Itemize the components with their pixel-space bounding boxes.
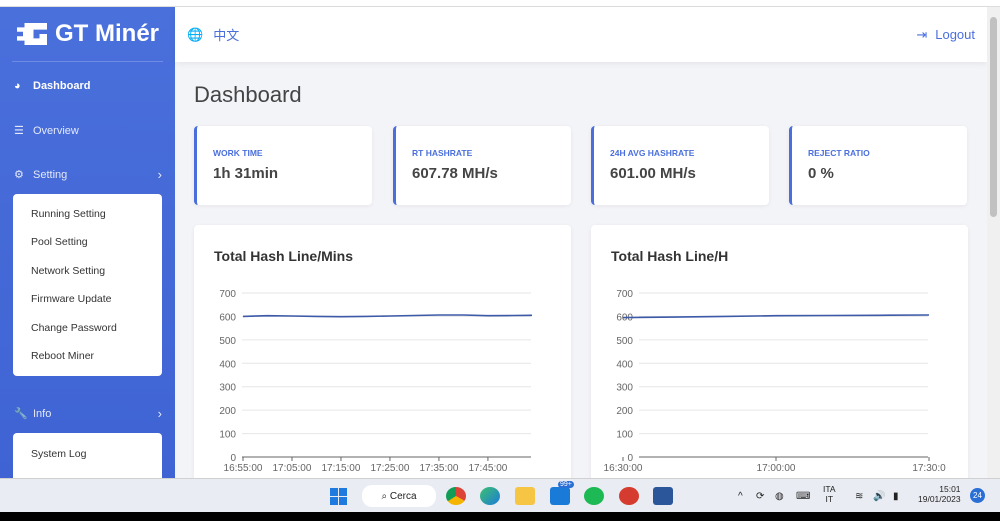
info-submenu: System Log xyxy=(13,433,162,478)
y-tick-label: 0 xyxy=(230,453,236,464)
clock[interactable]: 15:01 19/01/2023 xyxy=(918,484,961,504)
stat-card-reject-ratio: REJECT RATIO 0 % xyxy=(789,126,967,205)
globe-icon: 🌐 xyxy=(187,26,204,42)
sidebar-item-overview[interactable]: ☰ Overview xyxy=(14,124,79,138)
stat-card-work-time: WORK TIME 1h 31min xyxy=(194,126,372,205)
setting-submenu: Running Setting Pool Setting Network Set… xyxy=(13,194,162,376)
edge-icon[interactable] xyxy=(480,486,500,506)
vpn-icon[interactable]: ◍ xyxy=(775,490,784,502)
y-tick-label: 600 xyxy=(219,312,236,323)
chevron-up-icon[interactable]: ^ xyxy=(738,490,743,502)
logout-icon: ⇥ xyxy=(916,26,928,42)
menu-change-password[interactable]: Change Password xyxy=(31,321,117,334)
gear-icon: ⚙ xyxy=(14,169,24,181)
battery-icon[interactable]: ▮ xyxy=(893,490,899,502)
wrench-icon: 🔧 xyxy=(14,408,28,420)
chart-card-mins: 0 100 200 300 400 500 600 700 16:55:00 17:05:00 17… xyxy=(194,225,571,485)
y-tick-label: 700 xyxy=(616,289,633,300)
x-tick-label: 17:35:00 xyxy=(419,463,458,474)
word-icon[interactable] xyxy=(653,486,673,506)
y-tick-label: 400 xyxy=(616,359,633,370)
top-header: 🌐 中文 ⇥ Logout xyxy=(175,7,987,62)
y-tick-label: 300 xyxy=(219,383,236,394)
start-icon[interactable] xyxy=(330,486,347,506)
sidebar-item-dashboard[interactable]: ◕ Dashboard xyxy=(14,80,91,92)
brand-logo[interactable]: GT Minér xyxy=(12,7,163,62)
y-tick-label: 500 xyxy=(219,336,236,347)
y-tick-label: 200 xyxy=(616,406,633,417)
logout-button[interactable]: ⇥ Logout xyxy=(916,26,975,43)
browser-edge xyxy=(0,0,1000,7)
x-tick-label: 17:25:00 xyxy=(370,463,409,474)
file-explorer-icon[interactable] xyxy=(515,486,535,506)
y-tick-label: 0 xyxy=(627,453,633,464)
search-icon: ⌕ xyxy=(381,490,390,502)
y-tick-label: 100 xyxy=(616,430,633,441)
list-icon: ☰ xyxy=(14,125,24,137)
menu-firmware-update[interactable]: Firmware Update xyxy=(31,293,112,306)
mail-icon[interactable]: 99+ xyxy=(550,481,574,506)
sidebar-item-setting[interactable]: ⚙ Setting › xyxy=(14,167,162,182)
y-tick-label: 300 xyxy=(616,383,633,394)
stat-card-avg-hashrate: 24H AVG HASHRATE 601.00 MH/s xyxy=(591,126,769,205)
chart-title: Total Hash Line/Mins xyxy=(214,248,353,264)
x-tick-label: 17:30:0 xyxy=(912,463,946,474)
scrollbar-thumb[interactable] xyxy=(990,17,997,217)
chart-hash-mins: 0 100 200 300 400 500 600 700 16:55:00 17:05:00 17… xyxy=(219,289,533,474)
menu-pool-setting[interactable]: Pool Setting xyxy=(31,236,88,249)
chart-card-hour: 0 100 200 300 400 500 600 700 16:30:00 17:00:00 17… xyxy=(591,225,968,485)
x-tick-label: 17:00:00 xyxy=(757,463,796,474)
series-line xyxy=(622,314,930,319)
logo-icon xyxy=(17,23,47,45)
sync-icon[interactable]: ⟳ xyxy=(756,490,765,502)
ccleaner-icon[interactable] xyxy=(619,486,639,506)
menu-running-setting[interactable]: Running Setting xyxy=(31,208,106,220)
y-tick-label: 500 xyxy=(616,336,633,347)
gauge-icon: ◕ xyxy=(14,80,21,92)
y-tick-label: 700 xyxy=(219,289,236,300)
volume-icon[interactable]: 🔊 xyxy=(873,490,886,502)
language-indicator[interactable]: ITA IT xyxy=(823,484,836,504)
chart-title: Total Hash Line/H xyxy=(611,248,729,264)
notification-badge[interactable]: 24 xyxy=(970,488,985,503)
menu-reboot-miner[interactable]: Reboot Miner xyxy=(31,349,95,362)
x-tick-label: 17:45:00 xyxy=(468,463,507,474)
y-tick-label: 100 xyxy=(219,430,236,441)
wifi-icon[interactable]: ≋ xyxy=(855,490,864,502)
page-title: Dashboard xyxy=(194,82,302,107)
spotify-icon[interactable] xyxy=(584,486,604,506)
keyboard-icon[interactable]: ⌨ xyxy=(796,490,811,502)
x-tick-label: 17:05:00 xyxy=(273,463,312,474)
x-tick-label: 16:55:00 xyxy=(224,463,263,474)
page-scrollbar[interactable] xyxy=(987,7,1000,478)
sidebar-item-info[interactable]: 🔧 Info › xyxy=(14,406,162,421)
x-tick-label: 17:15:00 xyxy=(321,463,360,474)
windows-taskbar: ⌕ Cerca 99+ ^ ⟳ ◍ ⌨ ITA IT ≋ 🔊 ▮ 15:01 19/… xyxy=(0,478,1000,512)
y-tick-label: 400 xyxy=(219,359,236,370)
series-line xyxy=(242,314,533,318)
menu-network-setting[interactable]: Network Setting xyxy=(31,264,106,277)
chevron-right-icon: › xyxy=(157,406,162,421)
y-tick-label: 200 xyxy=(219,406,236,417)
x-tick-label: 16:30:00 xyxy=(604,463,643,474)
chrome-icon[interactable] xyxy=(446,486,466,506)
taskbar-search[interactable]: ⌕ Cerca xyxy=(362,485,436,507)
language-switch[interactable]: 🌐 中文 xyxy=(187,26,240,44)
chevron-right-icon: › xyxy=(157,167,162,182)
screen-bottom-bar xyxy=(0,512,1000,521)
stat-card-rt-hashrate: RT HASHRATE 607.78 MH/s xyxy=(393,126,571,205)
menu-system-log[interactable]: System Log xyxy=(31,448,87,460)
